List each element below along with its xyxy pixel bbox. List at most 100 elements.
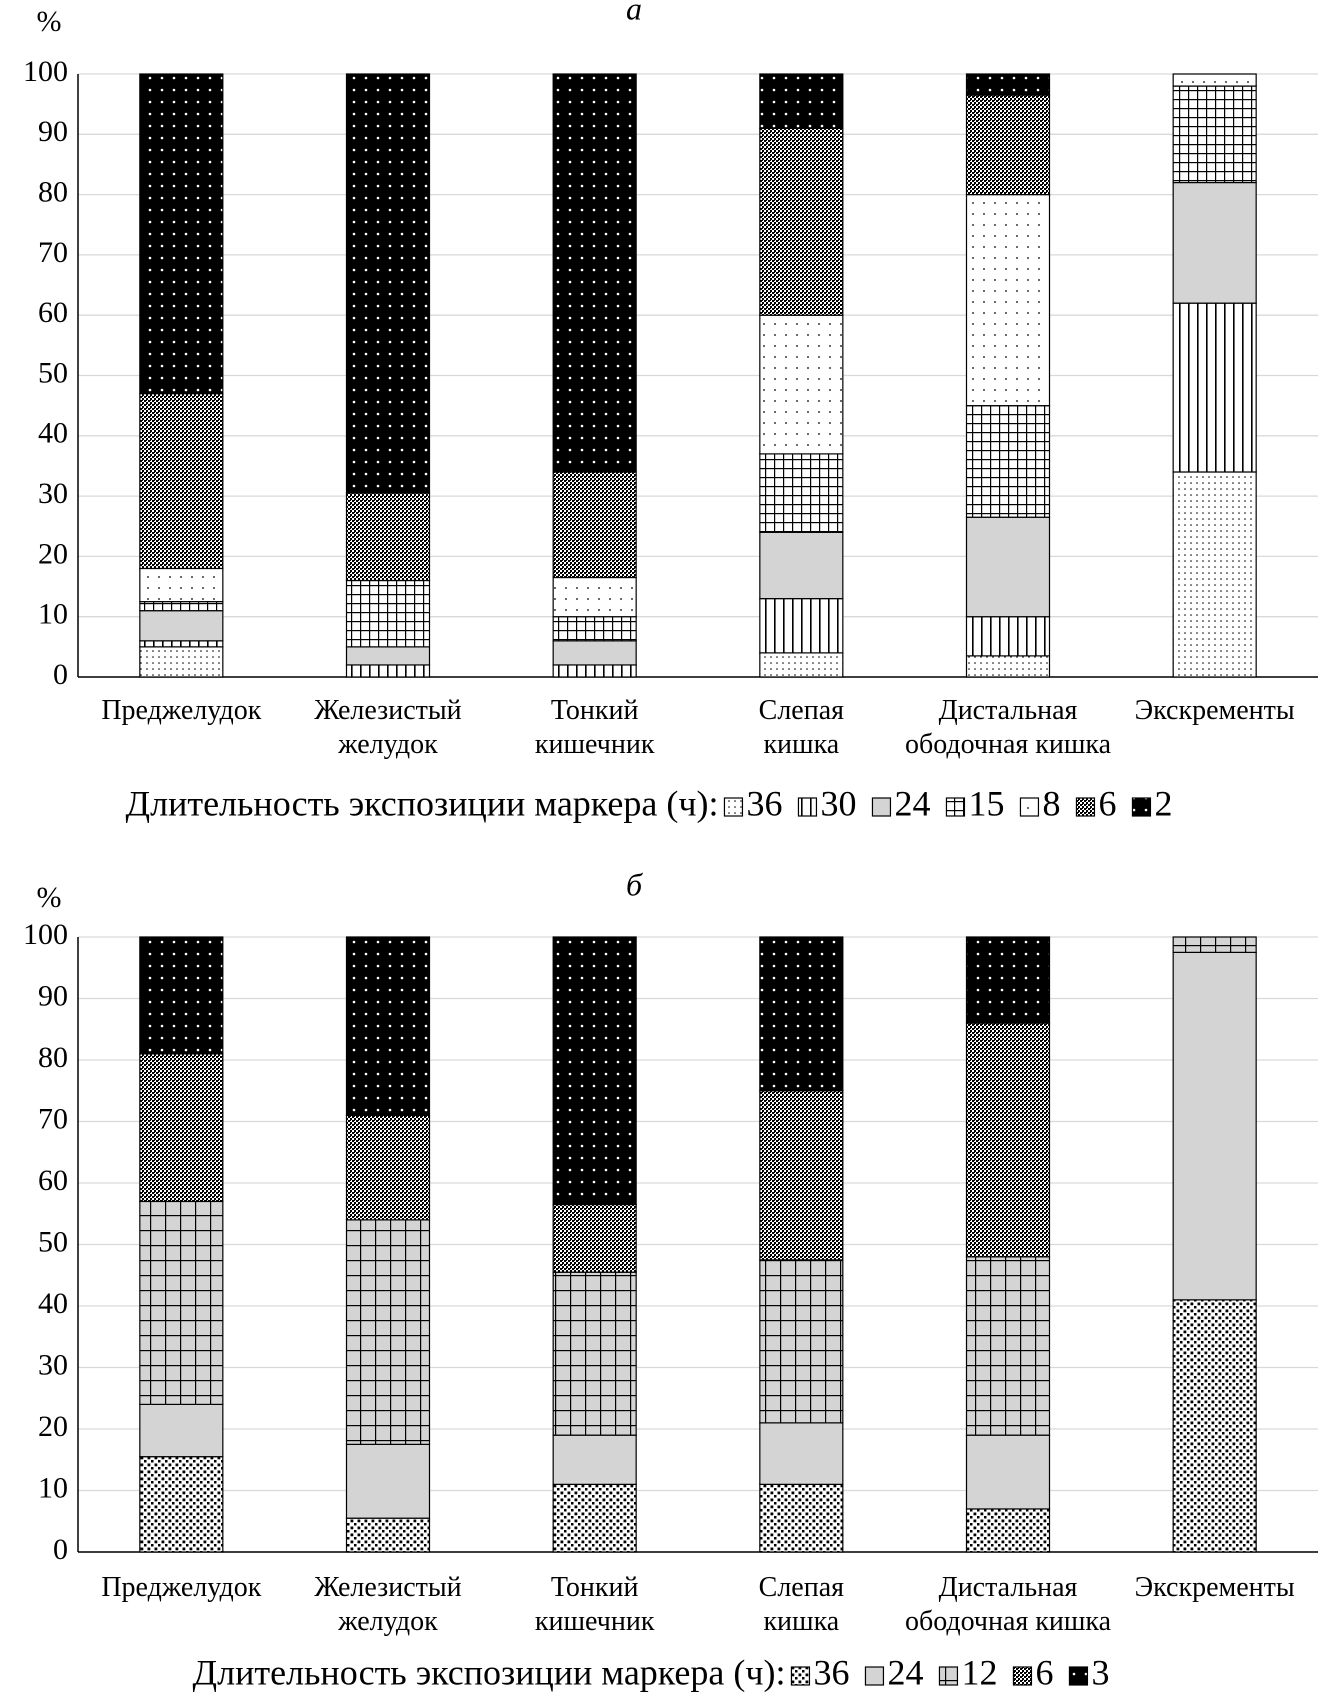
bar-segment — [1172, 1299, 1257, 1553]
bar-segment — [552, 936, 637, 1206]
legend-swatch — [871, 797, 892, 817]
bar-segment — [552, 471, 637, 579]
bar-segment — [345, 1517, 431, 1553]
bar-segment — [139, 1053, 224, 1203]
x-tick-label: Дистальная ободочная кишка — [905, 695, 1112, 760]
bar-segment — [552, 640, 637, 666]
y-tick-label: 100 — [23, 918, 68, 951]
legend-label: 24 — [894, 783, 930, 823]
y-tick-label: 30 — [38, 477, 68, 510]
bar-segment — [965, 516, 1051, 618]
y-tick-label: 30 — [38, 1348, 68, 1381]
bar-segment — [965, 1434, 1051, 1510]
legend-label: 15 — [968, 783, 1004, 823]
legend-swatch — [1019, 797, 1040, 817]
y-tick-label: 10 — [38, 598, 68, 631]
y-tick-label: 0 — [53, 1533, 68, 1566]
bar-segment — [139, 646, 224, 678]
bar-segment — [965, 1022, 1051, 1258]
bar-segment — [759, 73, 844, 129]
bar-segment — [552, 1203, 637, 1273]
y-tick-label: 90 — [38, 979, 68, 1012]
legend-label: 24 — [887, 1652, 923, 1692]
bar-segment — [1172, 181, 1257, 304]
bar-segment — [759, 1483, 844, 1553]
legend-swatch — [797, 797, 818, 817]
bar-segment — [345, 936, 431, 1116]
legend-swatch — [1012, 1666, 1033, 1686]
y-tick-label: 70 — [38, 236, 68, 269]
bar-segment — [345, 579, 431, 648]
bar-segment — [345, 1114, 431, 1221]
bar-segment — [759, 314, 844, 455]
legend-label: 6 — [1098, 783, 1116, 823]
bar-segment — [965, 94, 1051, 196]
chart-title: б — [626, 866, 643, 902]
bar-segment — [759, 598, 844, 654]
x-tick-label: Тонкий кишечник — [535, 695, 655, 760]
legend-label: 36 — [746, 783, 782, 823]
bar-segment — [1172, 951, 1257, 1301]
x-tick-label: Преджелудок — [101, 1572, 261, 1603]
legend-swatch — [945, 797, 966, 817]
legend-label: 2 — [1154, 783, 1172, 823]
legend-label: 3 — [1091, 1652, 1109, 1692]
bar-segment — [345, 646, 431, 666]
y-tick-label: 10 — [38, 1471, 68, 1504]
bar-segment — [345, 73, 431, 494]
y-tick-label: 40 — [38, 417, 68, 450]
x-tick-label: Железистый желудок — [314, 695, 461, 760]
bar-segment — [139, 640, 224, 648]
bar-segment — [965, 936, 1051, 1024]
bar-segment — [345, 492, 431, 582]
bar-segment — [759, 652, 844, 678]
bar-segment — [139, 601, 224, 612]
bar-segment — [139, 1403, 224, 1458]
legend-swatch — [723, 797, 744, 817]
legend-swatch — [1075, 797, 1096, 817]
bar-segment — [139, 392, 224, 570]
bar-segment — [552, 576, 637, 618]
x-tick-label: Тонкий кишечник — [535, 1572, 655, 1637]
y-tick-label: 80 — [38, 1041, 68, 1074]
bar-segment — [759, 936, 844, 1092]
bar-segment — [139, 610, 224, 642]
legend-swatch — [1131, 797, 1152, 817]
legend-label: 30 — [820, 783, 856, 823]
bar-segment — [1172, 85, 1257, 184]
bar-segment — [759, 1090, 844, 1261]
legend-label: 36 — [813, 1652, 849, 1692]
x-tick-label: Преджелудок — [101, 695, 261, 726]
bar-segment — [1172, 936, 1257, 953]
x-tick-label: Железистый желудок — [314, 1572, 461, 1637]
bar-segment — [139, 73, 224, 395]
y-tick-label: 60 — [38, 296, 68, 329]
y-tick-label: 20 — [38, 1410, 68, 1443]
bar-segment — [139, 567, 224, 603]
y-tick-label: 80 — [38, 175, 68, 208]
bar-segment — [759, 1422, 844, 1485]
x-tick-label: Дистальная ободочная кишка — [905, 1572, 1112, 1637]
y-tick-label: 0 — [53, 658, 68, 691]
bar-segment — [965, 616, 1051, 657]
bar-segment — [965, 1508, 1051, 1553]
x-tick-label: Экскременты — [1135, 1572, 1295, 1603]
bar-segment — [759, 127, 844, 316]
bar-segment — [552, 616, 637, 642]
y-tick-label: 50 — [38, 1225, 68, 1258]
bar-segment — [552, 1434, 637, 1485]
legend-swatch — [790, 1666, 811, 1686]
bar-segment — [965, 194, 1051, 407]
y-tick-label: 50 — [38, 356, 68, 389]
x-tick-label: Слепая кишка — [759, 695, 844, 760]
legend-label: 6 — [1035, 1652, 1053, 1692]
x-tick-label: Слепая кишка — [759, 1572, 844, 1637]
y-tick-label: 90 — [38, 115, 68, 148]
chart-title: а — [626, 0, 642, 26]
y-axis-label: % — [37, 881, 62, 914]
bar-segment — [552, 664, 637, 678]
bar-segment — [345, 1443, 431, 1519]
y-tick-label: 40 — [38, 1287, 68, 1320]
